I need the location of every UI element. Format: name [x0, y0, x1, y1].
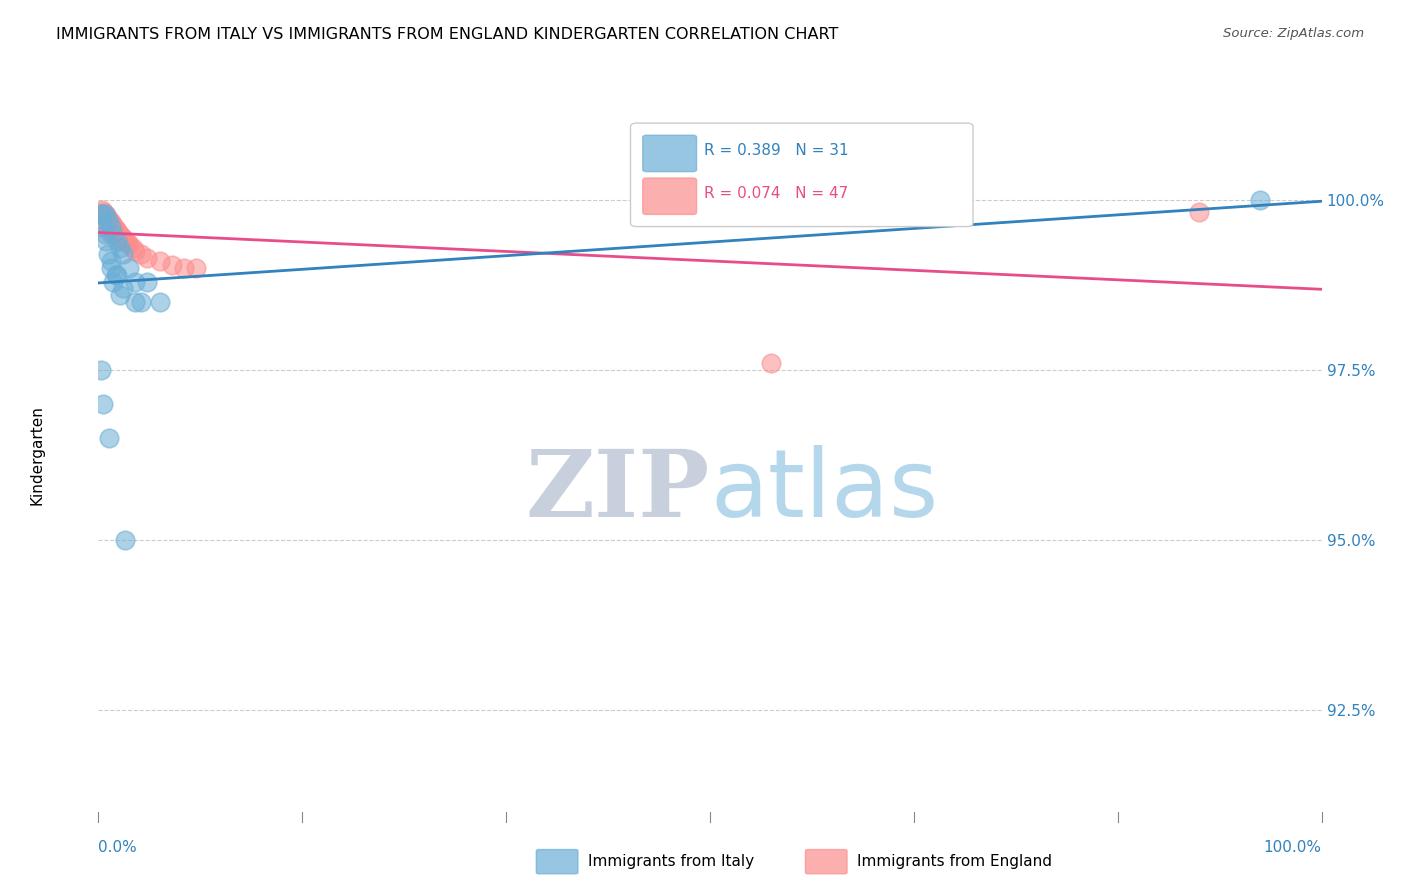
Point	[103, 221, 125, 235]
Point	[124, 295, 146, 310]
Point	[107, 226, 129, 240]
Point	[101, 218, 124, 232]
Point	[96, 210, 118, 224]
Point	[101, 217, 124, 231]
Point	[101, 219, 124, 233]
Point	[115, 235, 138, 250]
Point	[111, 234, 134, 248]
Point	[121, 241, 143, 255]
FancyBboxPatch shape	[536, 849, 578, 874]
Point	[124, 275, 146, 289]
Point	[108, 227, 131, 241]
Point	[104, 221, 127, 235]
FancyBboxPatch shape	[630, 123, 973, 227]
Text: atlas: atlas	[710, 444, 938, 537]
Point	[112, 232, 135, 246]
Point	[103, 220, 125, 235]
Point	[160, 258, 183, 272]
Point	[91, 220, 114, 235]
Point	[98, 213, 121, 227]
Point	[93, 207, 115, 221]
Text: Source: ZipAtlas.com: Source: ZipAtlas.com	[1223, 27, 1364, 40]
Point	[94, 208, 117, 222]
Point	[129, 295, 152, 310]
Point	[149, 254, 172, 268]
FancyBboxPatch shape	[643, 178, 696, 214]
Point	[149, 295, 172, 310]
Point	[110, 241, 132, 255]
Point	[111, 230, 134, 244]
Point	[136, 251, 159, 265]
Point	[129, 247, 152, 261]
Point	[186, 260, 208, 275]
Point	[90, 207, 112, 221]
Point	[91, 205, 114, 219]
Point	[104, 223, 127, 237]
Point	[93, 227, 115, 241]
Point	[97, 212, 120, 227]
Point	[111, 281, 134, 295]
Point	[104, 268, 127, 282]
Point	[1188, 205, 1211, 219]
Point	[105, 230, 128, 244]
Point	[173, 260, 195, 275]
Text: IMMIGRANTS FROM ITALY VS IMMIGRANTS FROM ENGLAND KINDERGARTEN CORRELATION CHART: IMMIGRANTS FROM ITALY VS IMMIGRANTS FROM…	[56, 27, 838, 42]
Text: ZIP: ZIP	[526, 446, 710, 535]
Point	[100, 254, 122, 268]
FancyBboxPatch shape	[806, 849, 846, 874]
Point	[1250, 193, 1272, 207]
Text: Kindergarten: Kindergarten	[30, 405, 45, 505]
Text: 100.0%: 100.0%	[1264, 840, 1322, 855]
Point	[105, 234, 128, 248]
Point	[111, 247, 134, 261]
Point	[105, 224, 128, 238]
Point	[124, 244, 146, 258]
Point	[98, 431, 121, 445]
Text: Immigrants from Italy: Immigrants from Italy	[588, 855, 754, 869]
Point	[100, 227, 122, 241]
Text: Immigrants from England: Immigrants from England	[856, 855, 1052, 869]
Point	[101, 227, 124, 241]
Point	[100, 260, 122, 275]
Point	[108, 228, 131, 243]
Point	[100, 220, 122, 235]
Point	[91, 397, 114, 411]
Point	[91, 207, 114, 221]
Point	[98, 219, 121, 233]
Point	[97, 213, 120, 227]
Point	[96, 213, 118, 227]
Point	[114, 234, 136, 248]
Point	[136, 275, 159, 289]
Point	[94, 234, 117, 248]
Text: R = 0.074   N = 47: R = 0.074 N = 47	[704, 186, 848, 201]
Point	[118, 260, 141, 275]
Point	[110, 288, 132, 302]
Text: R = 0.389   N = 31: R = 0.389 N = 31	[704, 143, 849, 158]
Point	[91, 203, 114, 218]
Point	[97, 247, 120, 261]
FancyBboxPatch shape	[643, 136, 696, 171]
Point	[90, 207, 112, 221]
Point	[93, 207, 115, 221]
Point	[90, 363, 112, 377]
Point	[91, 208, 114, 222]
Point	[110, 228, 132, 243]
Point	[101, 275, 124, 289]
Point	[100, 215, 122, 229]
Text: 0.0%: 0.0%	[98, 840, 138, 855]
Point	[118, 237, 141, 252]
Point	[97, 220, 120, 235]
Point	[761, 356, 783, 370]
Point	[114, 533, 136, 547]
Point	[101, 224, 124, 238]
Point	[93, 210, 115, 224]
Point	[111, 232, 134, 246]
Point	[94, 212, 117, 227]
Point	[105, 268, 128, 282]
